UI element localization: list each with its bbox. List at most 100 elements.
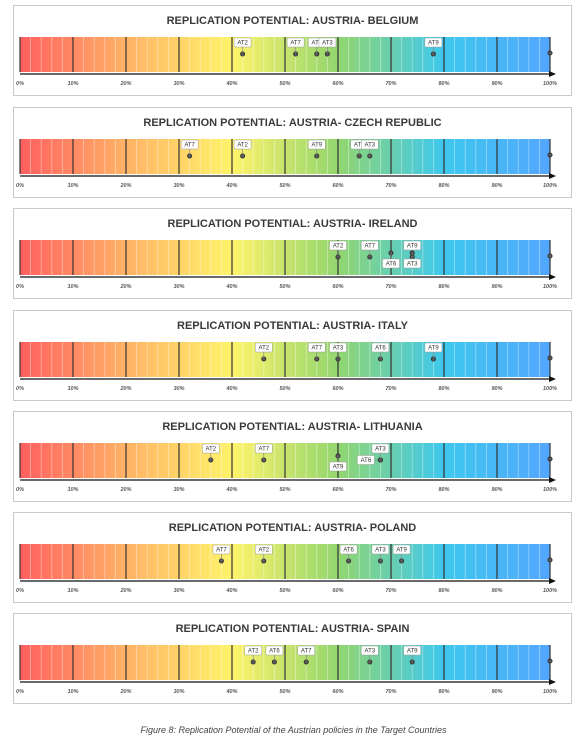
tick-label: 80% bbox=[438, 386, 449, 392]
data-point bbox=[547, 152, 553, 158]
chart-panel: REPLICATION POTENTIAL: AUSTRIA- SPAIN 0% 1… bbox=[13, 613, 572, 704]
tick-label: 30% bbox=[173, 689, 184, 695]
callout-box bbox=[202, 443, 220, 454]
tick-label: 80% bbox=[438, 588, 449, 594]
point-label: AT7 bbox=[301, 649, 312, 655]
chart-svg: 0% 10% 20% 30% 40% 50% 60% 70% 80% 90% 100% AT2 AT7 A… bbox=[16, 443, 557, 493]
callout-box bbox=[255, 342, 273, 353]
chart-panel: REPLICATION POTENTIAL: AUSTRIA- LITHUANI… bbox=[13, 411, 572, 502]
tick-label: 20% bbox=[119, 588, 131, 594]
callout-box bbox=[180, 139, 199, 150]
callout-box bbox=[255, 544, 273, 555]
point-label: AT9 bbox=[396, 548, 407, 554]
point-label: AT3 bbox=[322, 41, 333, 47]
tick-label: 30% bbox=[173, 81, 184, 87]
axis-arrow bbox=[549, 578, 556, 584]
tick-label: 60% bbox=[332, 487, 343, 493]
callout-box bbox=[339, 544, 358, 555]
tick-label: 20% bbox=[119, 689, 131, 695]
point-label: AT9 bbox=[428, 346, 439, 352]
chart-panel: REPLICATION POTENTIAL: AUSTRIA- IRELAND 0… bbox=[13, 208, 572, 299]
tick-label: 10% bbox=[67, 487, 78, 493]
point-label: AT2 bbox=[237, 143, 248, 149]
tick-label: 40% bbox=[225, 386, 237, 392]
tick-label: 0% bbox=[16, 487, 24, 493]
tick-label: 70% bbox=[385, 81, 396, 87]
tick-label: 30% bbox=[173, 183, 184, 189]
callout-box bbox=[329, 461, 347, 472]
callout-box bbox=[371, 443, 390, 454]
point-label: AT6 bbox=[312, 41, 323, 47]
tick-label: 0% bbox=[16, 183, 24, 189]
chart-svg: 0% 10% 20% 30% 40% 50% 60% 70% 80% 90% 100% AT7 AT2 A… bbox=[16, 544, 557, 594]
chart-title: REPLICATION POTENTIAL: AUSTRIA- SPAIN bbox=[175, 623, 410, 635]
tick-label: 50% bbox=[279, 386, 290, 392]
tick-label: 60% bbox=[332, 183, 343, 189]
point-label: AT7 bbox=[216, 548, 227, 554]
tick-label: 40% bbox=[225, 689, 237, 695]
chart-title: REPLICATION POTENTIAL: AUSTRIA- ITALY bbox=[177, 320, 408, 332]
callout-box bbox=[286, 37, 305, 48]
tick-label: 90% bbox=[491, 487, 502, 493]
tick-label: 90% bbox=[491, 183, 502, 189]
callout-box bbox=[233, 139, 252, 150]
chart-svg: 0% 10% 20% 30% 40% 50% 60% 70% 80% 90% 100% AT2 AT6 A… bbox=[16, 645, 557, 695]
point-label: AT2 bbox=[259, 548, 270, 554]
tick-label: 0% bbox=[16, 386, 24, 392]
callout-box bbox=[357, 455, 375, 465]
tick-label: 30% bbox=[173, 284, 184, 290]
tick-label: 50% bbox=[279, 81, 290, 87]
tick-label: 100% bbox=[543, 284, 557, 290]
tick-label: 90% bbox=[491, 386, 502, 392]
point-label: AT9 bbox=[407, 244, 418, 250]
chart-title: REPLICATION POTENTIAL: AUSTRIA- LITHUANI… bbox=[162, 421, 423, 433]
point-label: AT7 bbox=[312, 346, 323, 352]
tick-label: 50% bbox=[279, 689, 290, 695]
tick-label: 100% bbox=[543, 487, 557, 493]
callout-box bbox=[329, 342, 347, 353]
point-label: AT6 bbox=[386, 262, 397, 268]
callout-box bbox=[371, 342, 390, 353]
point-label: AT3 bbox=[375, 548, 386, 554]
tick-label: 70% bbox=[385, 588, 396, 594]
point-label: AT6 bbox=[375, 346, 386, 352]
tick-label: 100% bbox=[543, 689, 557, 695]
point-label: AT2 bbox=[259, 346, 270, 352]
callout-box bbox=[244, 645, 262, 656]
point-label: AT2 bbox=[333, 244, 344, 250]
point-label: AT2 bbox=[237, 41, 248, 47]
data-point bbox=[547, 557, 553, 563]
tick-label: 100% bbox=[543, 81, 557, 87]
tick-label: 0% bbox=[16, 689, 24, 695]
callout-box bbox=[329, 240, 347, 251]
callout-box bbox=[424, 37, 443, 48]
point-label: AT3 bbox=[333, 346, 344, 352]
chart-svg: 0% 10% 20% 30% 40% 50% 60% 70% 80% 90% 100% AT7 AT2 A… bbox=[16, 139, 557, 189]
tick-label: 60% bbox=[332, 386, 343, 392]
callout-box bbox=[308, 139, 326, 150]
tick-label: 70% bbox=[385, 183, 396, 189]
axis-arrow bbox=[549, 679, 556, 685]
tick-label: 60% bbox=[332, 284, 343, 290]
tick-label: 50% bbox=[279, 183, 290, 189]
point-label: AT6 bbox=[343, 548, 354, 554]
data-point bbox=[547, 658, 553, 664]
callout-box bbox=[212, 544, 231, 555]
point-label: AT7 bbox=[290, 41, 301, 47]
callout-box bbox=[403, 258, 421, 269]
chart-panel: REPLICATION POTENTIAL: AUSTRIA- ITALY 0% 1… bbox=[13, 310, 572, 401]
tick-label: 30% bbox=[173, 588, 184, 594]
tick-label: 20% bbox=[119, 183, 131, 189]
axis-arrow bbox=[549, 71, 556, 77]
callout-box bbox=[424, 342, 443, 353]
data-point bbox=[547, 355, 553, 361]
chart-panel: REPLICATION POTENTIAL: AUSTRIA- BELGIUM 0… bbox=[13, 5, 572, 96]
tick-label: 30% bbox=[173, 487, 184, 493]
data-point bbox=[547, 50, 553, 56]
chart-panel: REPLICATION POTENTIAL: AUSTRIA- POLAND 0%… bbox=[13, 512, 572, 603]
point-label: AT7 bbox=[365, 244, 376, 250]
tick-label: 10% bbox=[67, 183, 78, 189]
axis-arrow bbox=[549, 173, 556, 179]
tick-label: 10% bbox=[67, 588, 78, 594]
chart-svg: 0% 10% 20% 30% 40% 50% 60% 70% 80% 90% 100% AT2 AT7 A… bbox=[16, 37, 557, 87]
